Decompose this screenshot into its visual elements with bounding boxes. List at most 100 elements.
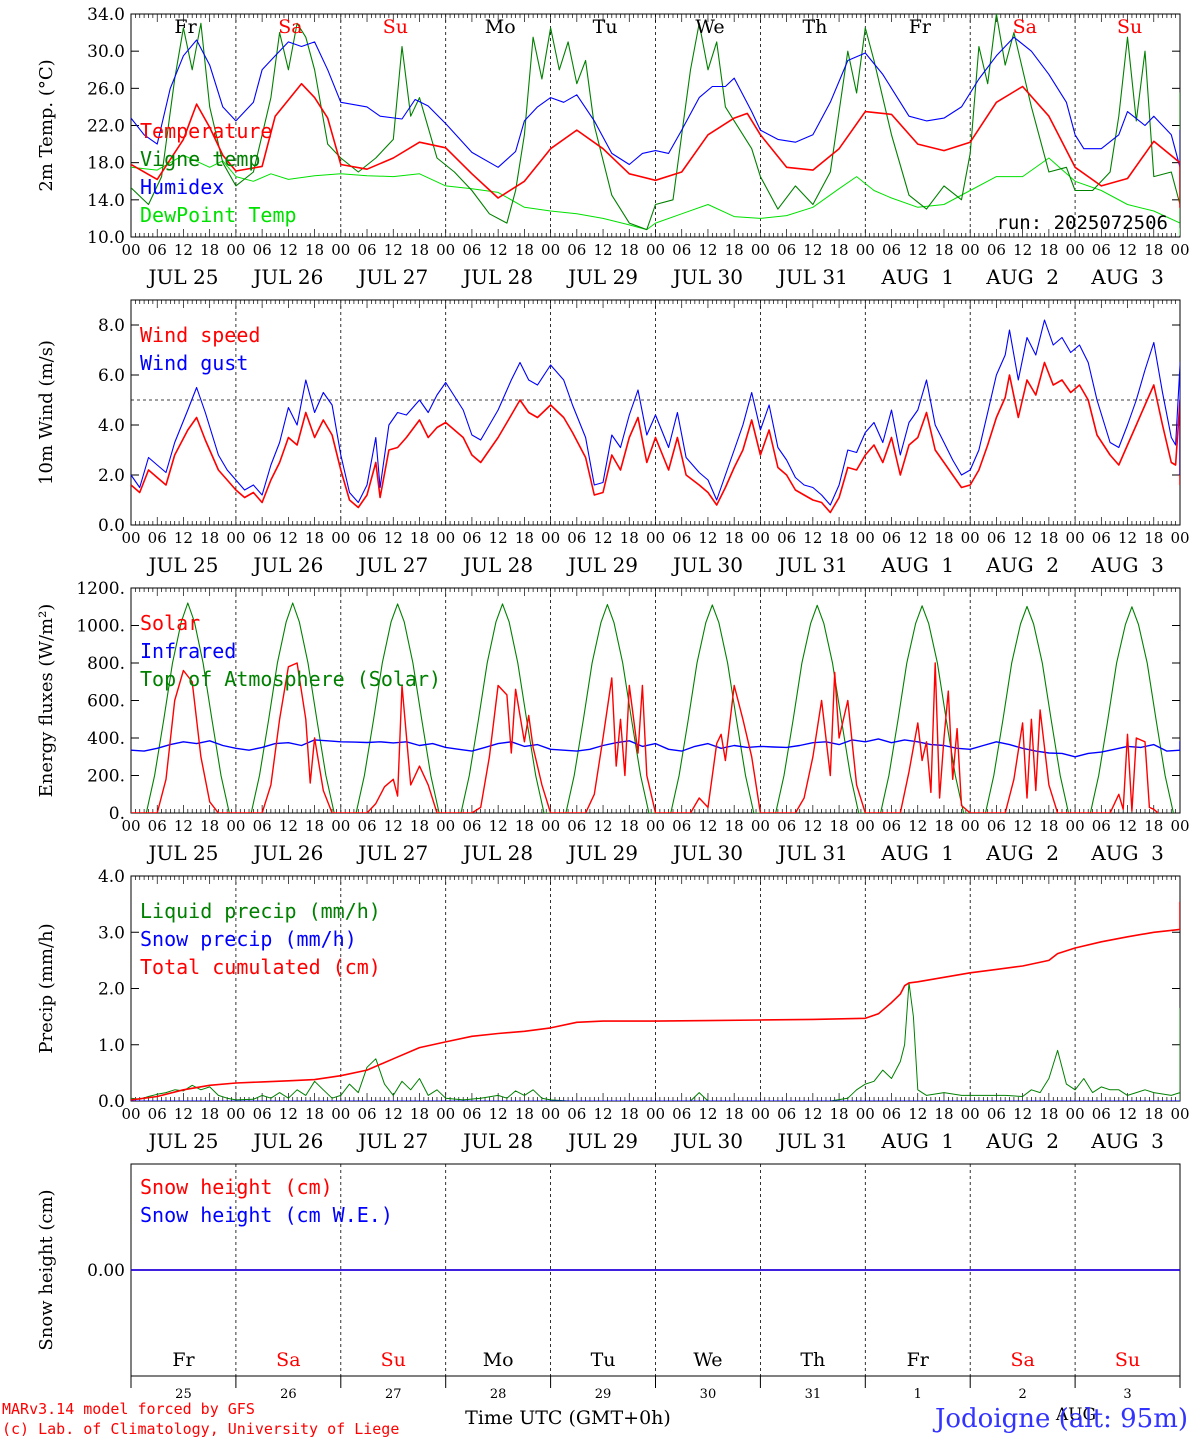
legend-entry: Solar [140, 611, 200, 635]
hour-tick-label: 06 [253, 241, 272, 259]
hour-tick-label: 00 [751, 241, 770, 259]
day-number-label: 28 [490, 1387, 507, 1402]
hour-tick-label: 18 [1144, 817, 1163, 835]
panel-frame [130, 587, 1181, 814]
date-label: JUL 30 [671, 265, 743, 289]
hour-tick-label: 06 [253, 817, 272, 835]
hour-tick-label: 06 [567, 817, 586, 835]
hour-tick-label: 12 [384, 1105, 403, 1123]
hour-tick-label: 12 [594, 241, 613, 259]
hour-tick-label: 18 [830, 817, 849, 835]
hour-tick-label: 06 [462, 529, 481, 547]
hour-tick-label: 12 [803, 1105, 822, 1123]
series-line-dewpoint-temp [131, 154, 1180, 236]
hour-tick-label: 06 [148, 529, 167, 547]
hour-tick-label: 12 [1118, 529, 1137, 547]
overlap-label: AUG [1055, 1405, 1096, 1425]
date-label: AUG 2 [985, 1129, 1059, 1153]
hour-tick-label: 00 [1066, 1105, 1085, 1123]
date-label: AUG 3 [1090, 553, 1164, 577]
hour-tick-label: 00 [226, 1105, 245, 1123]
hour-tick-label: 18 [620, 241, 639, 259]
ytick-label: 10.0 [87, 228, 125, 248]
hour-tick-label: 00 [961, 241, 980, 259]
hour-tick-label: 18 [200, 529, 219, 547]
hour-tick-label: 18 [725, 241, 744, 259]
hour-tick-label: 12 [279, 1105, 298, 1123]
hour-tick-label: 18 [410, 817, 429, 835]
hour-tick-label: 18 [200, 1105, 219, 1123]
series-line-total-cumulated-cm [131, 901, 1180, 1101]
legend-entry: Humidex [140, 175, 224, 199]
hour-tick-label: 18 [830, 529, 849, 547]
date-label: JUL 28 [461, 1129, 533, 1153]
weekday-label: Fr [909, 16, 932, 38]
date-label: AUG 1 [880, 841, 954, 865]
x-axis-title: Time UTC (GMT+0h) [465, 1407, 671, 1429]
weekday-label: Fr [172, 1349, 195, 1371]
date-label: JUL 25 [146, 1129, 218, 1153]
hour-tick-label: 18 [410, 1105, 429, 1123]
series-line-wind-speed [131, 361, 1180, 514]
hour-tick-label: 18 [515, 529, 534, 547]
hour-tick-label: 12 [1013, 1105, 1032, 1123]
hour-tick-label: 18 [305, 529, 324, 547]
hour-tick-label: 18 [620, 529, 639, 547]
hour-tick-label: 06 [462, 241, 481, 259]
ytick-label: 200. [87, 767, 125, 787]
weekday-label: Sa [1013, 16, 1037, 38]
day-number-label: 31 [805, 1387, 822, 1402]
hour-tick-label: 12 [908, 1105, 927, 1123]
date-label: JUL 30 [671, 841, 743, 865]
hour-tick-label: 00 [331, 241, 350, 259]
hour-tick-label: 06 [987, 529, 1006, 547]
hour-tick-label: 06 [567, 241, 586, 259]
hour-tick-label: 00 [856, 529, 875, 547]
y-axis-label: Snow height (cm) [36, 1189, 57, 1350]
hour-tick-label: 18 [620, 1105, 639, 1123]
date-label: JUL 27 [356, 1129, 428, 1153]
hour-tick-label: 00 [331, 817, 350, 835]
series-group [131, 14, 1180, 236]
hour-tick-label: 06 [672, 529, 691, 547]
hour-tick-label: 06 [987, 817, 1006, 835]
date-label: JUL 30 [671, 553, 743, 577]
panel-1: 10.0 14.0 18.0 22.0 26.0 30.0 34.0 2m Temp. (°C… [36, 5, 1190, 289]
ytick-label: 4.0 [98, 867, 125, 887]
y-axis-label: Energy fluxes (W/m²) [36, 604, 57, 798]
day-number-label: 30 [700, 1387, 717, 1402]
legend-entry: Snow height (cm W.E.) [140, 1203, 393, 1227]
legend-entry: Temperature [140, 119, 272, 143]
hour-tick-label: 00 [331, 1105, 350, 1123]
hour-tick-label: 12 [803, 529, 822, 547]
date-label: JUL 31 [776, 553, 848, 577]
hour-tick-label: 12 [803, 241, 822, 259]
hour-tick-label: 12 [174, 817, 193, 835]
date-label: JUL 25 [146, 265, 218, 289]
hour-tick-label: 06 [462, 817, 481, 835]
hour-tick-label: 00 [961, 817, 980, 835]
date-label: AUG 2 [985, 841, 1059, 865]
hour-tick-label: 12 [594, 529, 613, 547]
hour-tick-label: 18 [934, 1105, 953, 1123]
weekday-label: Su [383, 16, 408, 38]
hour-tick-label: 18 [410, 241, 429, 259]
hour-tick-label: 06 [1092, 1105, 1111, 1123]
y-axis-label: Precip (mm/h) [36, 923, 57, 1053]
weekday-label: We [695, 16, 724, 38]
hour-tick-label: 06 [567, 529, 586, 547]
series-group [131, 602, 1180, 813]
hour-tick-label: 18 [934, 529, 953, 547]
hour-tick-label: 12 [489, 1105, 508, 1123]
hour-tick-label: 18 [1144, 1105, 1163, 1123]
legend-entry: Liquid precip (mm/h) [140, 899, 381, 923]
hour-tick-label: 06 [987, 241, 1006, 259]
hour-tick-label: 12 [174, 241, 193, 259]
hour-tick-label: 12 [594, 1105, 613, 1123]
hour-tick-label: 00 [646, 241, 665, 259]
hour-tick-label: 00 [751, 817, 770, 835]
hour-tick-label: 12 [698, 529, 717, 547]
hour-tick-label: 06 [777, 529, 796, 547]
legend-entry: Wind speed [140, 323, 260, 347]
weekday-label: Tu [591, 1349, 616, 1371]
